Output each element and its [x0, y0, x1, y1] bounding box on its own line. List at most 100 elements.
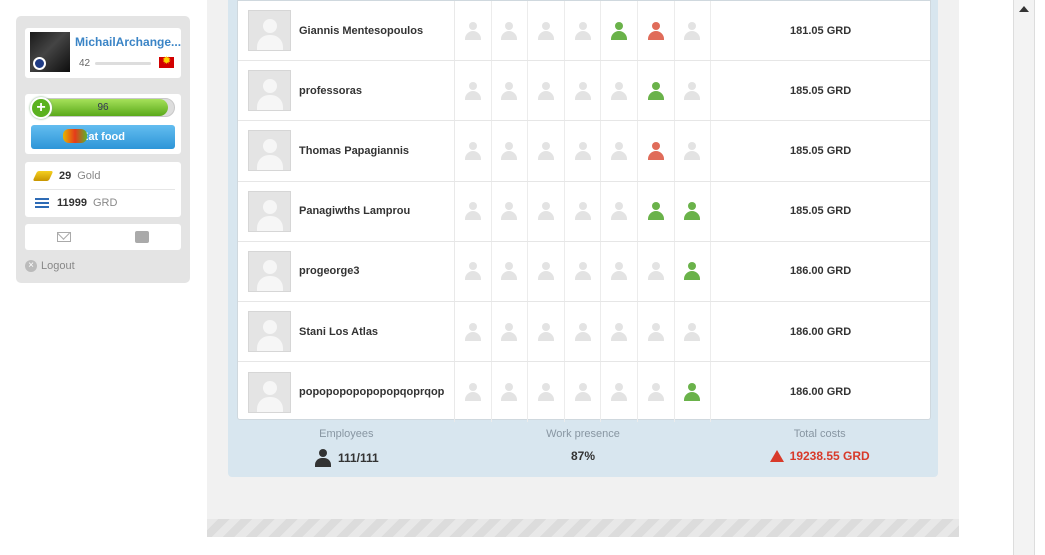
presence-day-cell	[528, 61, 565, 121]
employee-name[interactable]: Panagiwths Lamprou	[299, 205, 411, 218]
gold-unit: Gold	[77, 169, 101, 182]
scroll-up-arrow-icon[interactable]	[1019, 6, 1029, 12]
presence-none-icon	[646, 261, 666, 281]
employee-row: Thomas Papagiannis 185.05 GRD	[238, 121, 930, 182]
presence-day-cell	[601, 1, 638, 61]
presence-day-cell	[492, 241, 529, 301]
presence-none-icon	[463, 141, 483, 161]
employee-row: Panagiwths Lamprou 185.05 GRD	[238, 181, 930, 242]
username-link[interactable]: MichailArchange...	[75, 35, 182, 49]
presence-day-cell	[492, 121, 529, 181]
presence-day-cell	[455, 362, 492, 423]
employee-name[interactable]: progeorge3	[299, 265, 360, 278]
employees-label: Employees	[319, 428, 374, 440]
presence-day-cell	[528, 301, 565, 362]
employee-name-cell: Panagiwths Lamprou	[238, 181, 455, 241]
employee-avatar[interactable]	[248, 10, 291, 52]
presence-day-cell	[528, 181, 565, 241]
presence-day-cell	[565, 181, 602, 241]
employee-avatar[interactable]	[248, 250, 291, 292]
presence-none-icon	[499, 261, 519, 281]
presence-none-icon	[499, 322, 519, 342]
employee-name[interactable]: professoras	[299, 84, 362, 97]
presence-worked-icon	[682, 261, 702, 281]
employee-name[interactable]: Giannis Mentesopoulos	[299, 24, 424, 37]
presence-day-cell	[565, 121, 602, 181]
presence-worked-icon	[682, 382, 702, 402]
presence-day-cell	[601, 61, 638, 121]
presence-worked-icon	[682, 201, 702, 221]
mail-icon[interactable]	[57, 232, 71, 242]
health-value: 96	[97, 102, 109, 113]
employee-avatar[interactable]	[248, 130, 291, 172]
frame-bottom-strip	[207, 519, 959, 537]
presence-value: 87%	[570, 449, 596, 463]
presence-none-icon	[573, 261, 593, 281]
presence-none-icon	[499, 21, 519, 41]
presence-day-cell	[675, 241, 712, 301]
presence-none-icon	[536, 81, 556, 101]
costs-label: Total costs	[793, 428, 846, 440]
presence-day-cell	[601, 121, 638, 181]
eat-food-label: Eat food	[81, 131, 125, 143]
currency-row: 11999 GRD	[31, 189, 175, 216]
presence-day-cell	[675, 61, 712, 121]
logout-link[interactable]: × Logout	[25, 260, 181, 272]
presence-none-icon	[609, 382, 629, 402]
presence-day-cell	[601, 181, 638, 241]
employee-salary[interactable]: 185.05 GRD	[790, 205, 852, 218]
presence-none-icon	[609, 81, 629, 101]
employee-salary[interactable]: 186.00 GRD	[790, 265, 852, 278]
presence-day-cell	[528, 362, 565, 423]
employee-avatar[interactable]	[248, 70, 291, 112]
presence-day-cell	[455, 61, 492, 121]
presence-none-icon	[463, 81, 483, 101]
presence-none-icon	[682, 21, 702, 41]
employee-icon	[314, 449, 332, 467]
employee-salary[interactable]: 186.00 GRD	[790, 325, 852, 338]
costs-value: 19238.55 GRD	[789, 449, 870, 463]
presence-day-cell	[638, 241, 675, 301]
presence-day-cell	[601, 241, 638, 301]
summary-presence: Work presence 87%	[465, 428, 702, 473]
presence-none-icon	[573, 81, 593, 101]
page-scrollbar[interactable]	[1013, 0, 1035, 555]
gold-amount: 29	[59, 169, 72, 182]
employee-salary[interactable]: 181.05 GRD	[790, 24, 852, 37]
summary-costs: Total costs 19238.55 GRD	[701, 428, 938, 473]
presence-none-icon	[463, 21, 483, 41]
alerts-icon[interactable]	[135, 231, 149, 243]
presence-none-icon	[646, 382, 666, 402]
currency-amount: 11999	[57, 197, 87, 209]
employee-avatar[interactable]	[248, 311, 291, 353]
food-icon	[63, 129, 87, 143]
employee-name[interactable]: popopopopopopopqoprqop	[299, 386, 445, 399]
presence-none-icon	[682, 81, 702, 101]
employee-salary[interactable]: 185.05 GRD	[790, 84, 852, 97]
employee-name-cell: Thomas Papagiannis	[238, 121, 455, 181]
employee-avatar[interactable]	[248, 190, 291, 232]
greek-flag-icon	[35, 198, 49, 208]
logout-label: Logout	[41, 260, 75, 272]
employee-salary[interactable]: 186.00 GRD	[790, 386, 852, 399]
presence-none-icon	[499, 382, 519, 402]
presence-day-cell	[565, 241, 602, 301]
eat-food-button[interactable]: Eat food	[31, 125, 175, 149]
employee-avatar[interactable]	[248, 371, 291, 413]
presence-worked-icon	[609, 21, 629, 41]
presence-day-cell	[492, 181, 529, 241]
health-plus-icon[interactable]: +	[30, 97, 52, 119]
gold-row: 29 Gold	[31, 162, 175, 189]
presence-none-icon	[682, 141, 702, 161]
user-sidebar: MichailArchange... 42 96 + Eat food 29 G…	[16, 16, 190, 283]
presence-none-icon	[536, 141, 556, 161]
avatar[interactable]	[30, 32, 70, 72]
presence-none-icon	[536, 322, 556, 342]
employee-name[interactable]: Thomas Papagiannis	[299, 144, 410, 157]
employee-name[interactable]: Stani Los Atlas	[299, 325, 379, 338]
presence-none-icon	[536, 201, 556, 221]
presence-none-icon	[573, 21, 593, 41]
employee-salary[interactable]: 185.05 GRD	[790, 144, 852, 157]
country-flag-icon[interactable]	[159, 54, 174, 68]
presence-none-icon	[609, 322, 629, 342]
